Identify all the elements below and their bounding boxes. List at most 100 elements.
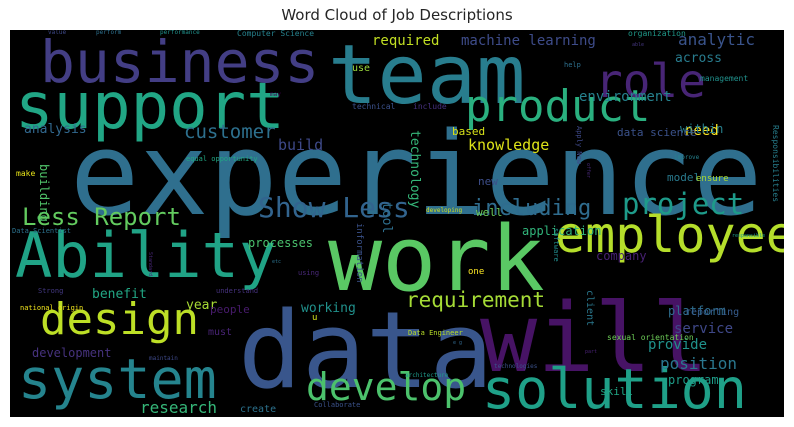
word-one: one [468, 267, 485, 277]
word-company: company [596, 249, 647, 263]
word-work: work [328, 207, 545, 312]
word-within: within [680, 122, 724, 136]
word-information: information [354, 223, 364, 283]
word-data-scientist: Data Scientist [12, 227, 72, 235]
word-cloud-canvas: experience data work team will support busines… [10, 30, 784, 417]
word-provide: provide [648, 337, 708, 353]
word-build: build [278, 136, 324, 154]
word-solution: solution [482, 357, 747, 417]
word-processes: processes [248, 236, 314, 250]
word-u: u [312, 313, 318, 323]
word-analytic: analytic [678, 30, 756, 49]
word-model: model [667, 171, 701, 184]
word-tool: tool [379, 202, 394, 234]
word-customer: customer [184, 121, 276, 143]
word-building: building [37, 164, 51, 222]
word-development: development [32, 346, 112, 360]
word-maintain: maintain [149, 355, 178, 362]
word-understand: understand [216, 287, 259, 295]
word-python: Python [306, 207, 332, 215]
word-application: application [522, 224, 602, 238]
word-less-report: Less Report [22, 203, 181, 231]
word-environment: environment [579, 89, 672, 105]
word-may: may [270, 91, 281, 98]
word-apply-now: Apply Now [575, 126, 583, 164]
word-technical: technical [352, 102, 396, 111]
chart-title: Word Cloud of Job Descriptions [281, 6, 513, 24]
word-employee: employee [555, 206, 784, 264]
word-technology: technology [407, 130, 422, 209]
word-software: software [552, 228, 560, 262]
word-performance: performance [160, 30, 200, 36]
word-business: business [40, 30, 320, 96]
word-required: required [372, 33, 440, 49]
word-e-g: e g [453, 340, 463, 346]
word-will: will [480, 284, 709, 394]
word-data-engineer: Data Engineer [408, 329, 463, 337]
word-must: must [208, 327, 233, 338]
word-value: value [48, 30, 67, 36]
word-include: include [413, 102, 447, 111]
word-year: year [186, 298, 218, 313]
word-requirement: requirement [406, 288, 546, 312]
word-position: position [660, 354, 738, 373]
word-role: role [595, 54, 706, 108]
word-collaborate: Collaborate [314, 401, 361, 409]
word-part: part [585, 349, 598, 355]
word-system: system [18, 347, 217, 411]
word-product: product [465, 81, 651, 132]
word-organization: organization [628, 30, 686, 38]
word-experience: experience [70, 108, 763, 242]
word-use: use [352, 63, 371, 74]
word-design: design [40, 294, 199, 345]
word-reporting: reporting [685, 307, 740, 318]
word-data: data [238, 289, 494, 412]
word-national-origin: national origin [20, 304, 84, 312]
word-standard: Standard [147, 252, 153, 277]
word-analysis: analysis [24, 122, 87, 137]
word-client: client [584, 290, 595, 327]
word-new: new [478, 175, 498, 188]
word-people: people [210, 303, 250, 316]
word-skill: skill [600, 385, 634, 398]
word-etc: etc [272, 259, 282, 265]
word-benefit: benefit [92, 287, 147, 302]
word-machine-learning: machine learning [461, 33, 596, 49]
word-ensure: ensure [696, 174, 729, 184]
word-using: using [298, 269, 320, 277]
word-developing: developing [426, 207, 463, 214]
word-project: project [622, 187, 745, 221]
word-need: need [685, 123, 719, 139]
word-architecture: architecture [405, 372, 449, 379]
word-responsible: responsible [732, 233, 766, 239]
word-help: help [564, 61, 581, 69]
word-offer: offer [585, 163, 591, 179]
word-working: working [301, 301, 356, 316]
word-well: well [476, 206, 503, 219]
word-technologies: technologies [494, 363, 538, 370]
word-show-less: Show Less [258, 191, 410, 224]
word-management: management [700, 74, 749, 83]
word-service: service [674, 321, 734, 337]
word-including: including [472, 196, 592, 221]
word-program: program [668, 373, 719, 387]
word-individual: individual [95, 177, 132, 184]
word-strong: Strong [38, 287, 64, 295]
word-perform: perform [96, 30, 122, 36]
word-improve: improve [674, 154, 700, 161]
word-platform: platform [668, 304, 726, 318]
word-research: research [140, 398, 218, 417]
word-make: make [16, 169, 36, 178]
word-create: create [240, 404, 277, 415]
word-data-science: data science [617, 126, 697, 139]
word-able: able [632, 42, 645, 48]
word-knowledge: knowledge [468, 136, 550, 154]
word-sexual-orientation: sexual orientation [607, 333, 694, 342]
word-support: support [15, 70, 285, 144]
word-ability: Ability [15, 219, 277, 292]
word-across: across [675, 51, 722, 66]
word-team: team [328, 30, 526, 123]
word-equal-opportunity: equal opportunity [186, 155, 258, 163]
word-develop: develop [306, 365, 467, 409]
word-responsibilities: Responsibilities [771, 125, 780, 203]
